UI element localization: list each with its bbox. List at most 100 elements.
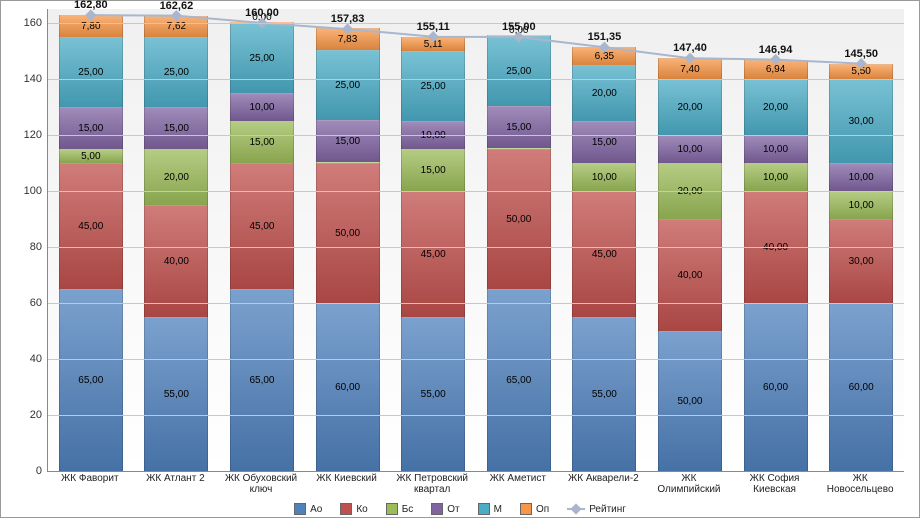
segment-value-label: 7,83 xyxy=(338,34,357,45)
bar-segment-Op: 0,00 xyxy=(487,35,551,36)
segment-value-label: 10,00 xyxy=(849,172,874,183)
bar-segment-Ot: 10,00 xyxy=(658,135,722,163)
segment-value-label: 25,00 xyxy=(249,53,274,64)
segment-value-label: 45,00 xyxy=(78,221,103,232)
segment-value-label: 50,00 xyxy=(677,396,702,407)
legend-swatch xyxy=(520,503,532,515)
bar-segment-M: 30,00 xyxy=(829,79,893,163)
bar-column: 60,0040,0010,0010,0020,006,94 xyxy=(744,60,808,471)
segment-value-label: 65,00 xyxy=(506,375,531,386)
bar-column: 60,00 50,00 0,0015,0025,00 7,83 xyxy=(316,28,380,471)
y-tick-label: 140 xyxy=(24,73,48,85)
segment-value-label: 40,00 xyxy=(164,256,189,267)
bar-segment-Bc: 0,00 xyxy=(487,148,551,149)
segment-value-label: 40,00 xyxy=(677,270,702,281)
line-point-label: 162,80 xyxy=(74,0,108,11)
segment-value-label: 25,00 xyxy=(421,81,446,92)
segment-value-label: 15,00 xyxy=(506,122,531,133)
legend: АоКоБсОтМОпРейтинг xyxy=(1,503,919,515)
bar-segment-Bc: 10,00 xyxy=(829,191,893,219)
segment-value-label: 65,00 xyxy=(78,375,103,386)
bar-segment-Ot: 10,00 xyxy=(744,135,808,163)
x-category-label: ЖК Атлант 2 xyxy=(135,473,215,495)
bar-segment-Ao: 65,00 xyxy=(59,289,123,471)
line-point-label: 146,94 xyxy=(759,44,793,56)
bar-segment-Bc: 15,00 xyxy=(230,121,294,163)
legend-line-swatch xyxy=(567,508,585,510)
segment-value-label: 65,00 xyxy=(249,375,274,386)
segment-value-label: 55,00 xyxy=(592,389,617,400)
line-point-label: 155,00 xyxy=(502,21,536,33)
segment-value-label: 5,50 xyxy=(851,66,870,77)
segment-value-label: 5,11 xyxy=(424,39,443,50)
bar-column: 65,0050,000,0015,0025,000,00 xyxy=(487,35,551,471)
bar-segment-Ao: 65,00 xyxy=(487,289,551,471)
segment-value-label: 55,00 xyxy=(164,389,189,400)
bar-segment-Ot: 15,00 xyxy=(316,120,380,162)
legend-label: Ко xyxy=(356,504,367,515)
bar-segment-Bc: 0,00 xyxy=(316,162,380,163)
segment-value-label: 15,00 xyxy=(421,165,446,176)
segment-value-label: 50,00 xyxy=(335,228,360,239)
chart-container: 65,0045,005,0015,0025,007,8055,0040,0020… xyxy=(0,0,920,518)
bar-segment-Op: 7,83 xyxy=(316,28,380,50)
line-point-label: 145,50 xyxy=(844,48,878,60)
legend-item: М xyxy=(478,503,502,515)
bar-segment-Op: 5,11 xyxy=(401,37,465,51)
segment-value-label: 55,00 xyxy=(421,389,446,400)
segment-value-label: 15,00 xyxy=(164,123,189,134)
segment-value-label: 10,00 xyxy=(849,200,874,211)
bar-segment-Ot: 15,00 xyxy=(487,106,551,148)
segment-value-label: 6,35 xyxy=(595,51,614,62)
x-category-label: ЖК Обуховский ключ xyxy=(221,473,301,495)
bar-segment-Bc: 10,00 xyxy=(572,163,636,191)
bar-segment-M: 25,00 xyxy=(401,51,465,121)
legend-label: От xyxy=(447,504,459,515)
bar-segment-Ao: 60,00 xyxy=(744,303,808,471)
bar-segment-Op: 7,80 xyxy=(59,15,123,37)
segment-value-label: 20,00 xyxy=(592,88,617,99)
segment-value-label: 10,00 xyxy=(249,102,274,113)
segment-value-label: 60,00 xyxy=(849,382,874,393)
legend-swatch xyxy=(340,503,352,515)
bar-segment-Ko: 40,00 xyxy=(658,219,722,331)
segment-value-label: 50,00 xyxy=(506,214,531,225)
bar-segment-Bc: 5,00 xyxy=(59,149,123,163)
legend-item: От xyxy=(431,503,459,515)
segment-value-label: 15,00 xyxy=(592,137,617,148)
bar-segment-M: 25,00 xyxy=(316,50,380,120)
bar-segment-Ao: 55,00 xyxy=(401,317,465,471)
bar-segment-Bc: 20,00 xyxy=(144,149,208,205)
bar-segment-Op: 5,50 xyxy=(829,64,893,79)
legend-item: Ко xyxy=(340,503,367,515)
bar-segment-Ao: 60,00 xyxy=(316,303,380,471)
bar-segment-Ko: 45,00 xyxy=(572,191,636,317)
line-point-label: 162,62 xyxy=(160,0,194,12)
legend-swatch xyxy=(431,503,443,515)
x-category-label: ЖК Акварели-2 xyxy=(563,473,643,495)
segment-value-label: 10,00 xyxy=(763,144,788,155)
x-category-label: ЖК София Киевская xyxy=(735,473,815,495)
bar-segment-M: 20,00 xyxy=(658,79,722,135)
gridline xyxy=(48,191,904,192)
bar-segment-Ko: 50,00 xyxy=(316,163,380,303)
bar-segment-Ot: 15,00 xyxy=(59,107,123,149)
gridline xyxy=(48,79,904,80)
x-category-label: ЖК Аметист xyxy=(478,473,558,495)
bar-segment-Ko: 40,00 xyxy=(144,205,208,317)
segment-value-label: 15,00 xyxy=(249,137,274,148)
bar-segment-Ko: 45,00 xyxy=(230,163,294,289)
bar-segment-M: 25,00 xyxy=(59,37,123,107)
segment-value-label: 5,00 xyxy=(81,151,100,162)
segment-value-label: 30,00 xyxy=(849,116,874,127)
bar-segment-Op: 7,62 xyxy=(144,16,208,37)
segment-value-label: 25,00 xyxy=(164,67,189,78)
segment-value-label: 10,00 xyxy=(763,172,788,183)
bar-segment-Ot: 15,00 xyxy=(572,121,636,163)
gridline xyxy=(48,303,904,304)
x-category-label: ЖК Олимпийский xyxy=(649,473,729,495)
bar-segment-M: 25,00 xyxy=(230,23,294,93)
bar-column: 50,0040,0020,0010,0020,007,40 xyxy=(658,58,722,471)
bar-segment-Ao: 60,00 xyxy=(829,303,893,471)
segment-value-label: 6,94 xyxy=(766,64,785,75)
